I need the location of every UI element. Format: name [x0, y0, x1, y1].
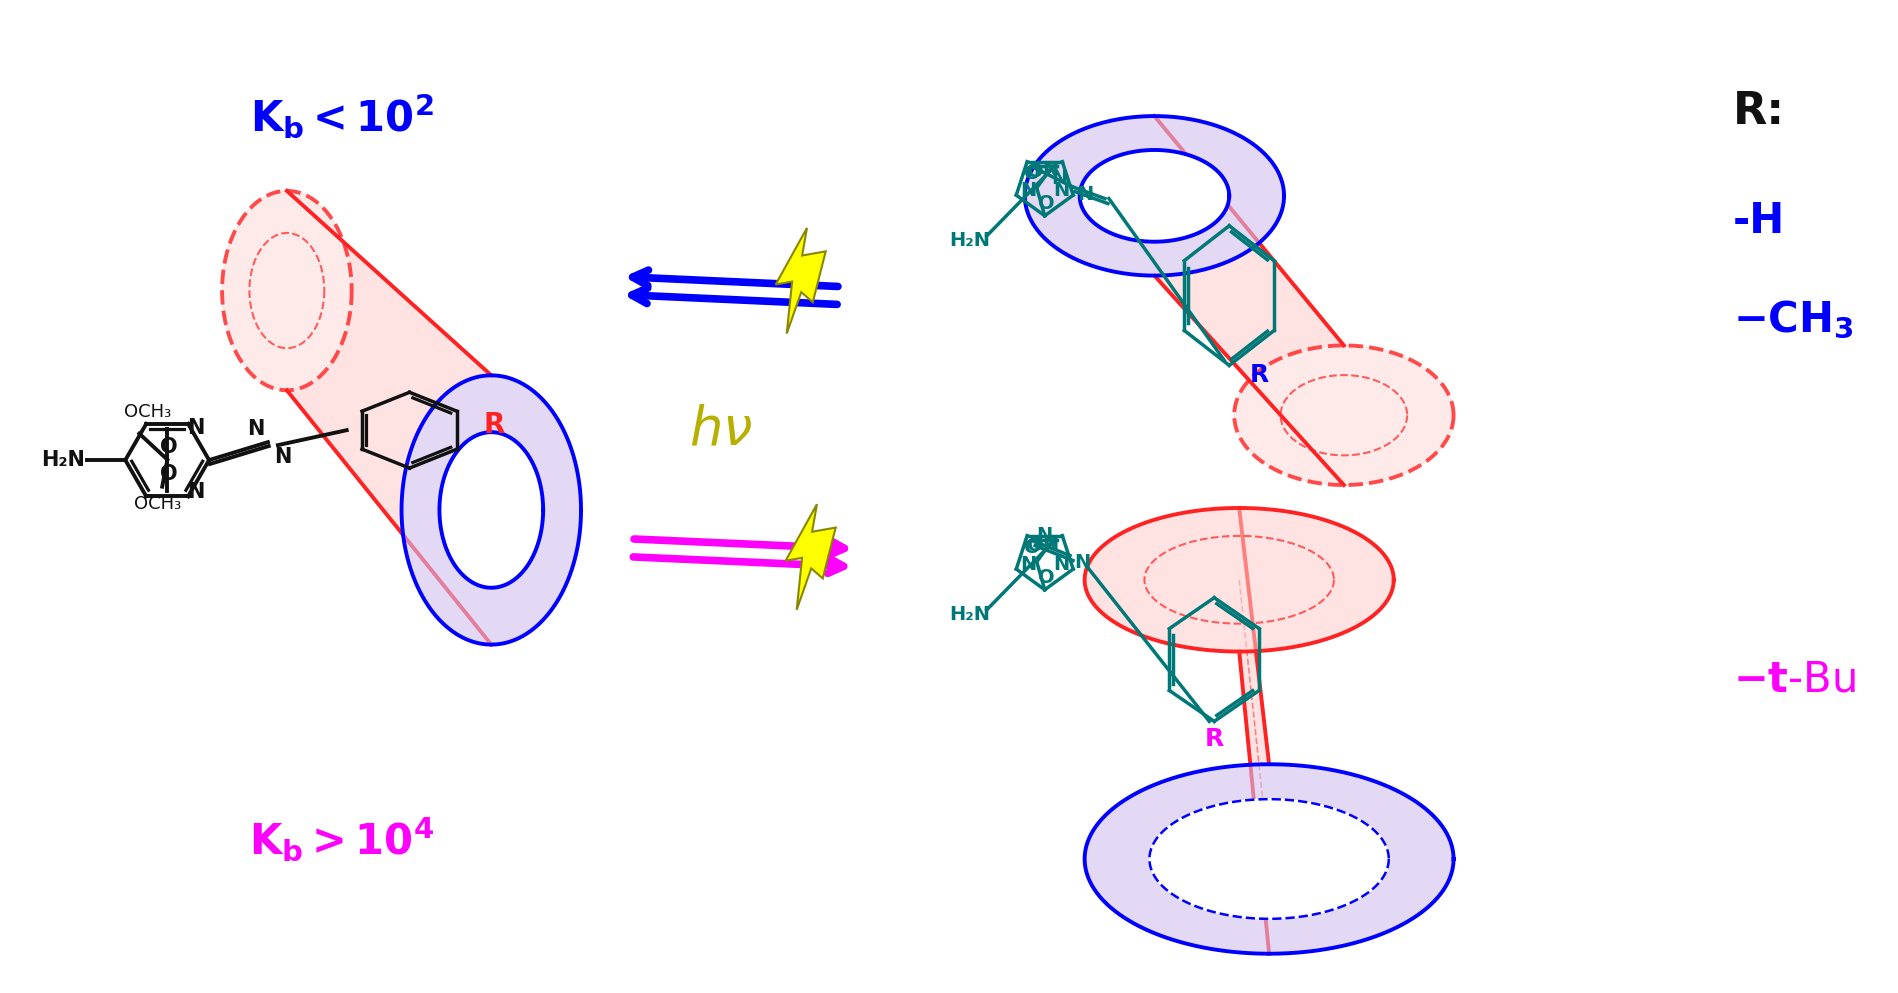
- Text: O: O: [1038, 568, 1055, 587]
- Text: $h\nu$: $h\nu$: [689, 404, 752, 456]
- Text: O: O: [1025, 538, 1042, 557]
- Polygon shape: [287, 191, 581, 644]
- Text: N: N: [1042, 160, 1059, 179]
- Text: N: N: [1053, 181, 1069, 200]
- Text: O: O: [1027, 536, 1044, 555]
- Text: O: O: [159, 437, 178, 457]
- Text: $\mathbf{K_b < 10^2}$: $\mathbf{K_b < 10^2}$: [251, 91, 433, 140]
- Polygon shape: [1084, 765, 1454, 953]
- Text: H₂N: H₂N: [949, 605, 991, 625]
- Text: $\mathbf{K_b > 10^4}$: $\mathbf{K_b > 10^4}$: [249, 815, 435, 863]
- Polygon shape: [1084, 508, 1270, 953]
- Text: O: O: [1038, 195, 1055, 213]
- Text: R:: R:: [1733, 89, 1784, 133]
- Polygon shape: [222, 191, 492, 644]
- Text: N: N: [247, 419, 264, 439]
- Text: N: N: [1053, 554, 1069, 574]
- Polygon shape: [786, 504, 835, 610]
- Polygon shape: [440, 432, 543, 588]
- Polygon shape: [1239, 508, 1454, 953]
- Text: N: N: [1051, 169, 1067, 188]
- Polygon shape: [776, 228, 826, 334]
- Text: O: O: [1027, 162, 1044, 181]
- Text: N: N: [1042, 534, 1059, 553]
- Text: N: N: [273, 447, 292, 467]
- Text: OCH₃: OCH₃: [123, 402, 171, 421]
- Polygon shape: [1025, 116, 1344, 485]
- Text: H₂N: H₂N: [949, 231, 991, 250]
- Text: H₂N: H₂N: [42, 450, 85, 470]
- Text: N: N: [188, 483, 205, 502]
- Polygon shape: [1150, 799, 1389, 919]
- Text: -H: -H: [1733, 200, 1784, 241]
- Text: $\mathit{\mathbf{-t}}$-Bu: $\mathit{\mathbf{-t}}$-Bu: [1733, 658, 1856, 700]
- Text: N: N: [1074, 553, 1089, 572]
- Text: R: R: [1249, 363, 1268, 387]
- Polygon shape: [1025, 116, 1285, 276]
- Text: R: R: [1205, 727, 1224, 752]
- Text: N: N: [1076, 185, 1093, 205]
- Polygon shape: [402, 375, 581, 644]
- Text: O: O: [159, 464, 178, 484]
- Text: $\mathbf{-CH_3}$: $\mathbf{-CH_3}$: [1733, 300, 1854, 342]
- Text: N: N: [1036, 526, 1051, 545]
- Text: R: R: [484, 411, 505, 439]
- Text: O: O: [1025, 165, 1042, 184]
- Text: N: N: [1019, 554, 1036, 574]
- Polygon shape: [1080, 150, 1230, 241]
- Text: N: N: [188, 418, 205, 438]
- Polygon shape: [1084, 508, 1393, 651]
- Text: N: N: [1019, 181, 1036, 200]
- Polygon shape: [1154, 116, 1454, 485]
- Text: OCH₃: OCH₃: [133, 495, 180, 512]
